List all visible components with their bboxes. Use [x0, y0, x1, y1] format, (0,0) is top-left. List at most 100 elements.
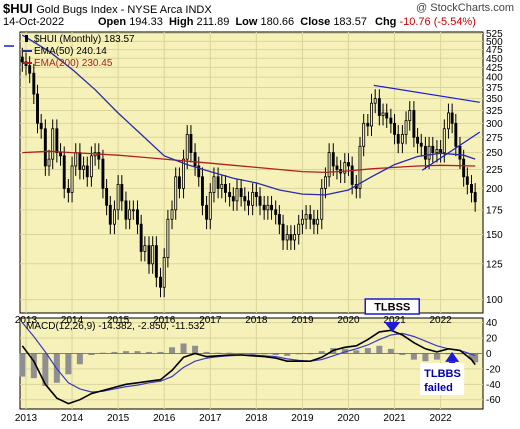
candle-body	[97, 152, 101, 160]
candle-body	[442, 128, 446, 153]
candle-body	[335, 165, 339, 170]
candle-body	[412, 110, 416, 138]
candle-body	[316, 218, 320, 225]
candle-body	[396, 133, 400, 144]
candle-body	[462, 158, 466, 178]
candle-body	[216, 176, 220, 189]
candle-body	[450, 112, 454, 124]
candle-body	[304, 214, 308, 220]
candle-body	[347, 162, 350, 167]
macd-histogram-bar	[472, 353, 479, 363]
price-panel	[19, 31, 484, 314]
candle-body	[174, 176, 178, 211]
chart-title: $HUI Gold Bugs Index - NYSE Arca INDX	[3, 1, 212, 16]
macd-x-label: 2016	[153, 413, 176, 424]
macd-histogram-bar	[42, 353, 49, 386]
macd-histogram-bar	[111, 351, 118, 354]
ema200-line	[22, 150, 476, 174]
price-x-label: 2020	[337, 315, 360, 326]
price-tick-label: 400	[486, 73, 503, 84]
candle-body	[131, 209, 135, 212]
macd-tick-label: -40	[486, 380, 501, 391]
candle-body	[124, 200, 128, 220]
price-tick-label: 275	[486, 133, 503, 144]
candle-body	[112, 209, 116, 225]
candle-body	[373, 98, 377, 104]
macd-histogram-bar	[169, 347, 176, 354]
low-label: Low	[235, 16, 258, 28]
candle-body	[197, 165, 201, 178]
close-label: Close	[300, 16, 331, 28]
trendline	[421, 131, 481, 171]
candle-body	[39, 122, 43, 130]
macd-histogram-bar	[433, 353, 440, 360]
candle-body	[116, 184, 120, 211]
price-tick-label: 100	[486, 295, 503, 306]
macd-histogram-bar	[76, 353, 83, 365]
candle-body	[404, 120, 408, 135]
price-x-label: 2013	[15, 315, 38, 326]
candle-body	[162, 257, 166, 288]
open-value: 194.33	[129, 16, 163, 28]
candle-body	[423, 145, 427, 160]
candle-body	[193, 152, 197, 167]
candle-body	[408, 110, 412, 122]
tlbbs-label-bg	[420, 363, 465, 395]
price-x-label: 2022	[429, 315, 452, 326]
macd-histogram-bar	[88, 353, 95, 356]
candle-body	[243, 196, 247, 202]
candle-body	[473, 192, 477, 203]
candle-body	[427, 145, 431, 160]
candle-body	[136, 209, 139, 225]
candle-body	[43, 128, 47, 167]
tlbbs-label: TLBBS	[424, 368, 461, 380]
legend-hui-swatch	[25, 35, 28, 42]
candle-body	[327, 152, 331, 178]
tlbss-box	[364, 298, 420, 315]
candle-body	[274, 209, 278, 215]
macd-line	[21, 329, 476, 405]
candle-body	[331, 152, 335, 167]
change-info: Chg -10.76 (-5.54%)	[375, 16, 476, 28]
legend-ema200: EMA(200) 230.45	[34, 58, 113, 69]
candle-body	[323, 176, 327, 189]
ema50-line	[21, 34, 476, 196]
candle-body	[47, 158, 51, 167]
candle-body	[70, 165, 74, 193]
macd-histogram-bar	[341, 348, 348, 354]
candle-body	[189, 133, 193, 153]
candle-body	[266, 204, 270, 211]
candle-body	[205, 204, 209, 220]
macd-histogram-bar	[284, 353, 291, 356]
candle-body	[285, 234, 289, 241]
price-x-label: 2014	[61, 315, 84, 326]
macd-x-label: 2017	[199, 413, 222, 424]
candle-body	[239, 187, 243, 198]
candle-body	[358, 145, 362, 189]
price-x-label: 2019	[291, 315, 314, 326]
candle-body	[470, 184, 473, 193]
candle-body	[419, 142, 423, 147]
macd-panel	[19, 317, 484, 410]
candle-body	[389, 117, 393, 124]
candle-body	[320, 187, 324, 220]
candle-body	[143, 245, 147, 252]
candle-body	[147, 245, 151, 265]
macd-histogram-bar	[192, 345, 199, 354]
candle-body	[85, 165, 89, 178]
price-tick-label: 175	[486, 205, 503, 216]
open-label: Open	[98, 16, 127, 28]
candle-body	[270, 204, 273, 211]
candle-body	[251, 192, 255, 206]
trendline	[373, 84, 480, 103]
macd-tick-label: -20	[486, 364, 501, 375]
candle-body	[454, 122, 458, 147]
high-label: High	[168, 16, 194, 28]
candle-body	[185, 133, 189, 160]
candle-body	[262, 204, 266, 211]
candle-body	[182, 158, 185, 189]
candle-body	[74, 152, 78, 167]
stockcharts-watermark: @ StockCharts.com	[416, 2, 514, 14]
candle-body	[159, 276, 162, 288]
